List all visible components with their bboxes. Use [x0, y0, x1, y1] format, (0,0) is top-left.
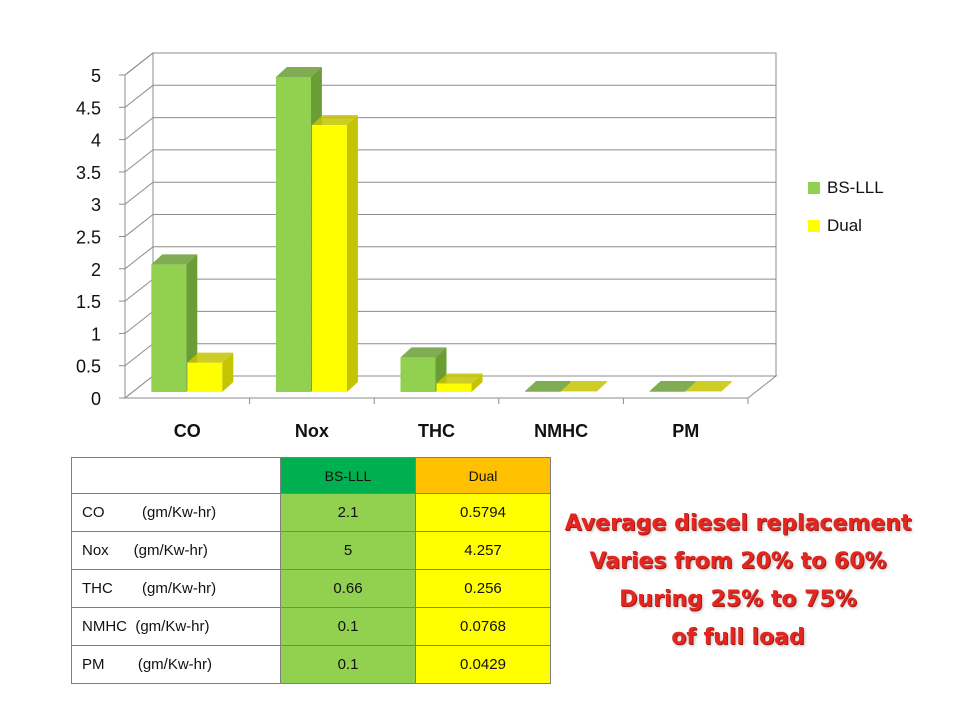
bar-top [311, 114, 358, 125]
x-axis-category-label: PM [672, 421, 699, 441]
gridline [124, 149, 776, 173]
table-row: CO (gm/Kw-hr) 2.1 0.5794 [71, 493, 551, 532]
legend-swatch-dual [808, 220, 820, 232]
x-axis-category-label: NMHC [534, 421, 588, 441]
note-line: During 25% to 75% [619, 587, 857, 612]
table-header-empty [71, 457, 281, 494]
legend-swatch-bs-lll [808, 182, 820, 194]
bar-side [346, 114, 358, 392]
bar-top [400, 347, 447, 358]
bar-top [187, 352, 234, 363]
note-line: of full load [671, 625, 805, 650]
bar-dual-thc [436, 383, 472, 392]
bar-chart: 0 0.5 1 1.5 2 2.5 3 3.5 4 4.5 5 CO Nox THC NMHC PM [76, 51, 778, 441]
legend-label-dual: Dual [827, 216, 862, 235]
y-axis-tick-label: 1 [91, 324, 101, 344]
table-cell-bs-lll: 0.66 [280, 569, 416, 608]
emissions-table: BS-LLL Dual CO (gm/Kw-hr) 2.1 0.5794 Nox… [71, 457, 551, 684]
table-header-dual: Dual [415, 457, 551, 494]
bar-bs-lll-nox [275, 77, 311, 392]
note-line: Varies from 20% to 60% [589, 549, 887, 574]
bar-side [222, 352, 234, 392]
note-line: Average diesel replacement [564, 511, 912, 536]
table-cell-dual: 4.257 [415, 531, 551, 570]
y-axis-tick-label: 2 [91, 260, 101, 280]
gridline [124, 181, 776, 205]
bar-side [596, 381, 608, 392]
bar-dual-pm [685, 391, 721, 392]
bar-top [275, 67, 322, 77]
y-axis-tick-label: 4.5 [76, 98, 101, 118]
bar-top [525, 381, 572, 391]
gridline [124, 117, 776, 140]
y-axis-tick-label: 4 [91, 131, 101, 151]
bar-side [720, 381, 732, 392]
gridline [124, 52, 776, 76]
legend-label-bs-lll: BS-LLL [827, 178, 884, 197]
bar-bs-lll-nmhc [525, 391, 561, 392]
bar-dual-nox [311, 124, 347, 392]
bar-top [151, 254, 198, 265]
table-row-label: THC (gm/Kw-hr) [71, 569, 281, 608]
y-axis-tick-label: 0 [91, 389, 101, 409]
bar-top [436, 373, 483, 384]
bar-side [471, 373, 483, 392]
bar-side [684, 381, 696, 392]
bar-dual-co [187, 362, 223, 392]
chart-legend: BS-LLL Dual [808, 178, 884, 254]
table-cell-bs-lll: 0.1 [280, 607, 416, 646]
gridline [124, 214, 776, 237]
table-row-label: PM (gm/Kw-hr) [71, 645, 281, 684]
diesel-replacement-note: Average diesel replacement Varies from 2… [548, 505, 928, 657]
table-cell-dual: 0.256 [415, 569, 551, 608]
bar-top [649, 381, 696, 391]
table-cell-dual: 0.0429 [415, 645, 551, 684]
y-axis-tick-label: 3.5 [76, 163, 101, 183]
y-axis-tick-label: 2.5 [76, 228, 101, 248]
x-axis-category-label: Nox [295, 421, 329, 441]
y-axis-tick-label: 1.5 [76, 292, 101, 312]
y-axis-tick-label: 3 [91, 195, 101, 215]
x-axis-category-label: THC [418, 421, 455, 441]
bar-dual-nmhc [561, 391, 597, 392]
table-row-label: CO (gm/Kw-hr) [71, 493, 281, 532]
bar-top [561, 381, 608, 391]
table-row: NMHC (gm/Kw-hr) 0.1 0.0768 [71, 607, 551, 646]
gridline [124, 246, 776, 270]
bar-bs-lll-co [151, 264, 187, 392]
table-cell-bs-lll: 0.1 [280, 645, 416, 684]
table-cell-bs-lll: 5 [280, 531, 416, 570]
table-row: PM (gm/Kw-hr) 0.1 0.0429 [71, 645, 551, 684]
table-header-row: BS-LLL Dual [71, 457, 551, 494]
table-row-label: Nox (gm/Kw-hr) [71, 531, 281, 570]
legend-item-bs-lll: BS-LLL [808, 178, 884, 198]
y-axis-tick-label: 0.5 [76, 357, 101, 377]
legend-item-dual: Dual [808, 216, 884, 236]
table-row: THC (gm/Kw-hr) 0.66 0.256 [71, 569, 551, 608]
table-cell-dual: 0.0768 [415, 607, 551, 646]
table-row-label: NMHC (gm/Kw-hr) [71, 607, 281, 646]
table-cell-dual: 0.5794 [415, 493, 551, 532]
bar-top [685, 381, 732, 391]
x-axis-category-label: CO [174, 421, 201, 441]
bar-bs-lll-thc [400, 357, 436, 392]
table-cell-bs-lll: 2.1 [280, 493, 416, 532]
table-header-bs-lll: BS-LLL [280, 457, 416, 494]
table-row: Nox (gm/Kw-hr) 5 4.257 [71, 531, 551, 570]
gridline [124, 84, 776, 108]
bar-side [560, 381, 572, 392]
y-axis-tick-label: 5 [91, 66, 101, 86]
bar-bs-lll-pm [649, 391, 685, 392]
